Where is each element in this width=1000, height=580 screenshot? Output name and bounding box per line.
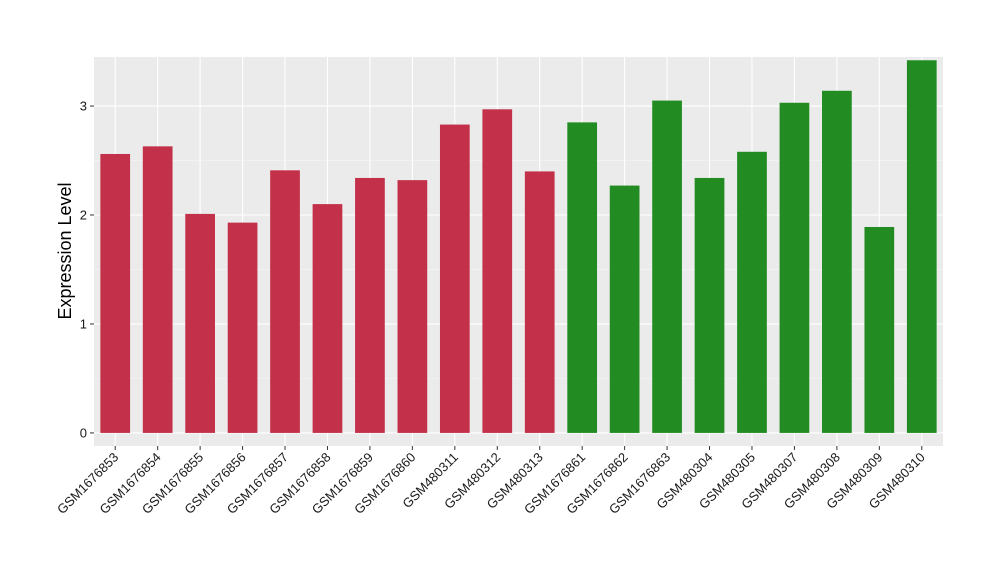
bar-GSM1676853 [100, 153, 131, 433]
plot-panel [94, 57, 943, 446]
bar-GSM1676856 [227, 222, 258, 433]
bar-GSM1676859 [355, 177, 385, 433]
bar-GSM1676857 [270, 170, 300, 433]
bar-GSM1676854 [142, 146, 173, 433]
bar-GSM480310 [906, 60, 937, 433]
bar-GSM480304 [694, 177, 725, 433]
bar-GSM480307 [779, 102, 810, 433]
y-tick-label: 0 [80, 425, 87, 440]
bar-GSM480311 [439, 124, 470, 433]
x-axis: GSM1676853GSM1676854GSM1676855GSM1676856… [54, 446, 928, 517]
y-axis-title: Expression Level [55, 182, 75, 319]
bar-GSM480313 [524, 171, 555, 433]
y-tick-label: 1 [80, 316, 87, 331]
bar-GSM480309 [864, 226, 895, 433]
bar-GSM1676860 [397, 180, 428, 433]
bar-GSM1676858 [312, 204, 343, 433]
bar-GSM480312 [482, 109, 513, 433]
bar-GSM1676863 [652, 100, 682, 433]
bar-GSM480308 [822, 90, 852, 433]
bar-GSM480305 [737, 151, 767, 433]
bar-GSM1676862 [609, 185, 640, 433]
y-tick-label: 3 [80, 99, 87, 114]
bar-GSM1676855 [185, 213, 215, 433]
y-axis: 0 1 2 3 [80, 99, 94, 440]
y-tick-label: 2 [80, 207, 87, 222]
bars [100, 60, 937, 433]
bar-GSM1676861 [567, 122, 598, 433]
